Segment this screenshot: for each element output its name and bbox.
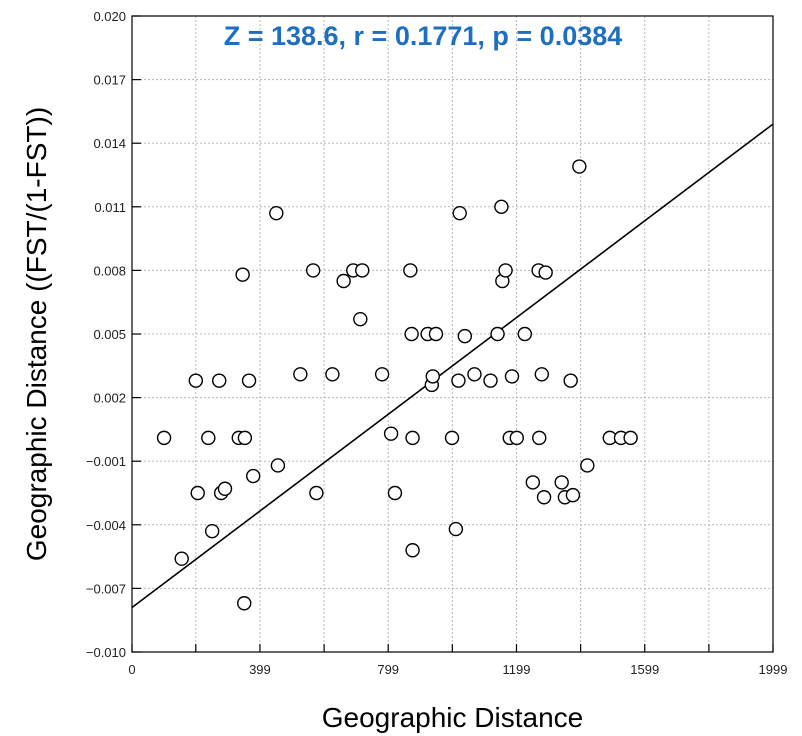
data-point — [444, 430, 460, 446]
data-point — [428, 326, 444, 342]
data-point — [270, 458, 286, 473]
data-points — [156, 159, 638, 611]
y-tick-label: 0.008 — [93, 263, 126, 278]
y-axis-title: Geographic Distance ((FST/(1-FST)) — [21, 107, 52, 561]
data-point — [534, 367, 550, 382]
data-point — [217, 481, 233, 496]
y-tick-label: 0.011 — [94, 200, 126, 215]
data-point — [403, 263, 418, 278]
data-point — [237, 596, 252, 611]
data-point — [269, 205, 284, 221]
data-point — [498, 263, 513, 278]
data-point — [383, 426, 399, 441]
x-axis-title: Geographic Distance — [322, 702, 583, 733]
data-point — [532, 430, 547, 446]
y-tick-label: −0.004 — [86, 518, 126, 533]
data-point — [494, 199, 509, 215]
data-point — [404, 326, 419, 342]
trend-line — [131, 123, 774, 609]
x-tick-label: 1199 — [502, 662, 530, 677]
y-tick-label: 0.005 — [93, 327, 126, 342]
y-tick-label: −0.010 — [86, 645, 126, 660]
data-point — [517, 326, 533, 342]
data-point — [190, 485, 205, 501]
data-point — [336, 273, 351, 289]
data-point — [353, 311, 368, 327]
data-point — [623, 430, 638, 446]
data-point — [201, 430, 216, 446]
data-point — [212, 373, 227, 388]
data-point — [174, 551, 189, 566]
data-point — [452, 205, 467, 221]
x-tick-label: 1599 — [630, 662, 659, 677]
data-point — [448, 521, 464, 537]
y-tick-label: −0.007 — [86, 581, 126, 596]
data-point — [204, 523, 220, 539]
y-tick-label: 0.002 — [93, 391, 126, 406]
data-point — [293, 367, 308, 382]
data-point — [425, 369, 440, 384]
data-point — [325, 367, 340, 382]
data-point — [156, 430, 172, 446]
data-point — [246, 468, 261, 484]
data-point — [538, 265, 553, 280]
data-point — [554, 475, 569, 490]
axis-ticks: 0 399 799 1199 1599 1999 −0.010 −0.007 −0.004 −0.… — [86, 9, 788, 677]
data-point — [509, 430, 524, 446]
data-point — [405, 430, 420, 446]
data-point — [572, 159, 587, 174]
statistics-annotation: Z = 138.6, r = 0.1771, p = 0.0384 — [224, 21, 623, 51]
y-tick-label: 0.014 — [93, 136, 126, 151]
data-point — [374, 367, 390, 382]
data-point — [483, 373, 498, 388]
x-tick-label: 1999 — [759, 662, 788, 677]
data-point — [467, 367, 482, 382]
data-point — [504, 369, 520, 384]
grid-lines — [132, 16, 773, 652]
data-point — [536, 490, 552, 505]
data-point — [309, 485, 324, 501]
data-point — [237, 430, 253, 446]
data-point — [563, 373, 578, 388]
data-point — [235, 267, 250, 282]
data-point — [188, 373, 204, 388]
data-point — [565, 487, 581, 503]
data-point — [457, 328, 473, 344]
y-tick-label: 0.020 — [93, 9, 126, 24]
data-point — [355, 263, 370, 278]
data-point — [241, 373, 257, 388]
x-tick-label: 799 — [377, 662, 399, 677]
y-tick-label: 0.017 — [93, 73, 126, 88]
data-point — [387, 485, 403, 501]
y-tick-label: −0.001 — [86, 454, 126, 469]
data-point — [490, 326, 505, 342]
data-point — [525, 475, 541, 490]
data-point — [405, 543, 420, 558]
data-point — [451, 373, 466, 388]
x-tick-label: 399 — [249, 662, 271, 677]
x-tick-label: 0 — [128, 662, 135, 677]
data-point — [305, 263, 321, 278]
data-point — [580, 458, 595, 473]
